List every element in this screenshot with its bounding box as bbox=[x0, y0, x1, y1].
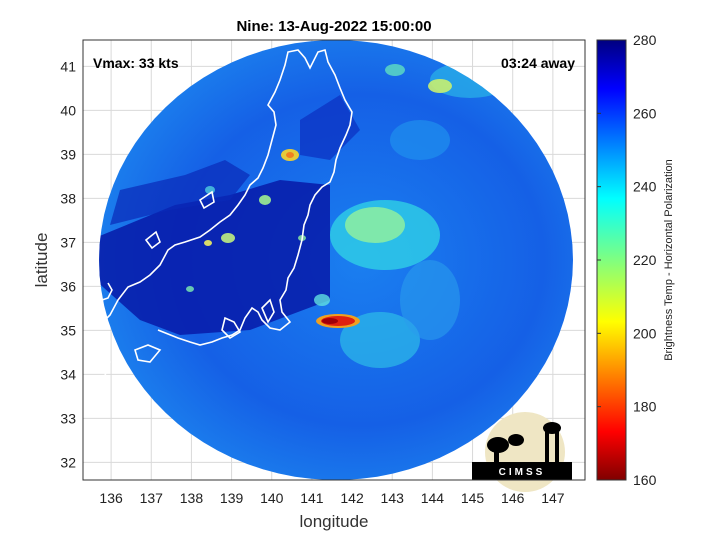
y-tick-label: 41 bbox=[60, 58, 76, 74]
x-tick-label: 138 bbox=[180, 490, 204, 506]
x-tick-label: 144 bbox=[421, 490, 445, 506]
x-tick-label: 136 bbox=[99, 490, 123, 506]
colorbar bbox=[596, 39, 627, 481]
y-tick-label: 38 bbox=[60, 190, 76, 206]
svg-text:CIMSS: CIMSS bbox=[499, 467, 546, 478]
colorbar-tick-label: 200 bbox=[633, 325, 657, 341]
y-tick-label: 36 bbox=[60, 278, 76, 294]
x-tick-label: 140 bbox=[260, 490, 284, 506]
x-tick-label: 142 bbox=[340, 490, 364, 506]
x-axis-label: longitude bbox=[299, 512, 368, 531]
x-tick-label: 139 bbox=[220, 490, 244, 506]
y-axis-label: latitude bbox=[32, 233, 51, 288]
colorbar-tick-label: 260 bbox=[633, 105, 657, 121]
vmax-annotation: Vmax: 33 kts bbox=[93, 55, 179, 71]
y-tick-label: 35 bbox=[60, 322, 76, 338]
x-tick-label: 146 bbox=[501, 490, 525, 506]
colorbar-tick-label: 280 bbox=[633, 32, 657, 48]
y-tick-label: 33 bbox=[60, 410, 76, 426]
y-tick-label: 40 bbox=[60, 102, 76, 118]
x-tick-label: 137 bbox=[140, 490, 164, 506]
x-tick-labels: 136 137 138 139 140 141 142 143 144 145 146 147 bbox=[99, 490, 564, 506]
colorbar-tick-label: 240 bbox=[633, 179, 657, 195]
y-tick-label: 37 bbox=[60, 234, 76, 250]
cimss-logo: CIMSS bbox=[472, 412, 572, 492]
chart-title: Nine: 13-Aug-2022 15:00:00 bbox=[236, 18, 431, 35]
x-tick-label: 141 bbox=[300, 490, 324, 506]
y-tick-labels: 32 33 34 35 36 37 38 39 40 41 bbox=[60, 58, 76, 470]
time-away-annotation: 03:24 away bbox=[501, 55, 575, 71]
colorbar-tick-label: 180 bbox=[633, 399, 657, 415]
y-tick-label: 34 bbox=[60, 366, 76, 382]
colorbar-label: Brightness Temp - Horizontal Polarizatio… bbox=[663, 159, 675, 361]
x-tick-label: 147 bbox=[541, 490, 565, 506]
colorbar-tick-labels: 160 180 200 220 240 260 280 bbox=[597, 32, 657, 488]
y-tick-label: 39 bbox=[60, 146, 76, 162]
radar-swath bbox=[99, 40, 573, 480]
y-tick-label: 32 bbox=[60, 454, 76, 470]
coastline bbox=[85, 49, 353, 396]
colorbar-tick-label: 220 bbox=[633, 252, 657, 268]
x-tick-label: 145 bbox=[461, 490, 485, 506]
x-tick-label: 143 bbox=[381, 490, 405, 506]
colorbar-tick-label: 160 bbox=[633, 472, 657, 488]
